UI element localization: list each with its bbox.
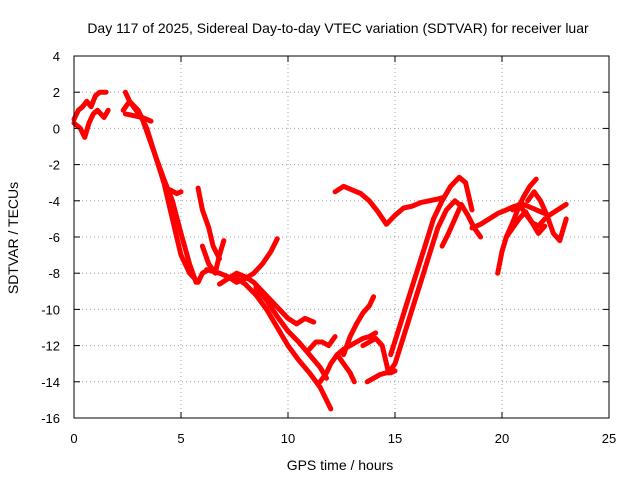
series-line-11	[232, 274, 334, 412]
x-tick-label: 15	[388, 431, 402, 446]
y-tick-label: 0	[53, 121, 60, 136]
series-line-19	[388, 174, 475, 358]
x-tick-label: 5	[177, 431, 184, 446]
y-tick-labels: -16 -14 -12 -10 -8 -6 -4 -2 0 2 4	[41, 49, 60, 426]
series-line-6	[167, 187, 184, 197]
series-line-18	[364, 368, 398, 385]
x-tick-labels: 0 5 10 15 20 25	[70, 431, 616, 446]
series-line-2	[71, 107, 111, 140]
x-tick-label: 20	[495, 431, 509, 446]
series-line-12	[253, 285, 329, 381]
y-tick-label: -4	[48, 194, 60, 209]
y-tick-label: -8	[48, 266, 60, 281]
series-line-10	[217, 270, 317, 327]
series-line-20	[332, 183, 447, 227]
y-tick-label: 4	[53, 49, 60, 64]
series-line-13	[306, 334, 338, 352]
chart-title: Day 117 of 2025, Sidereal Day-to-day VTE…	[87, 20, 589, 36]
y-tick-label: -14	[41, 375, 60, 390]
x-tick-label: 0	[70, 431, 77, 446]
y-tick-label: -12	[41, 339, 60, 354]
series-line-7	[195, 185, 222, 262]
series-line-17	[360, 198, 462, 376]
data-series	[71, 89, 569, 412]
y-tick-label: -16	[41, 411, 60, 426]
axis-ticks	[73, 55, 610, 419]
series-line-16	[341, 294, 377, 358]
series-line-25	[525, 189, 569, 244]
x-tick-label: 10	[281, 431, 295, 446]
x-tick-label: 25	[602, 431, 616, 446]
y-tick-label: -2	[48, 158, 60, 173]
series-line-1	[71, 89, 109, 122]
y-tick-label: 2	[53, 85, 60, 100]
series-line-4	[120, 98, 199, 285]
y-tick-label: -10	[41, 302, 60, 317]
series-line-23	[495, 176, 539, 276]
x-axis-title: GPS time / hours	[287, 457, 394, 473]
y-axis-title: SDTVAR / TECUs	[5, 182, 21, 294]
y-tick-label: -6	[48, 230, 60, 245]
series-line-5	[122, 111, 154, 124]
series-line-15	[334, 352, 357, 385]
series-line-26	[510, 201, 548, 229]
